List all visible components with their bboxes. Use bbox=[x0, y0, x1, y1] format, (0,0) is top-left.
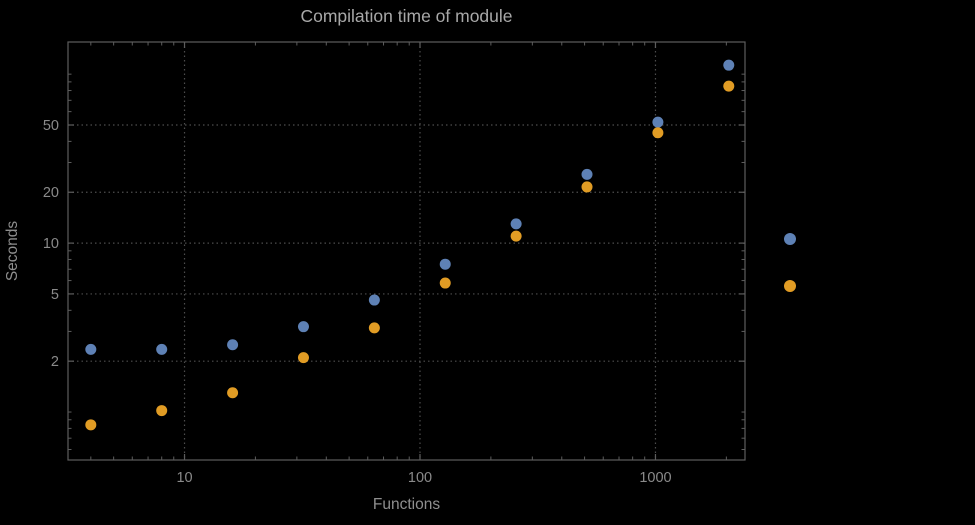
data-point-series-2-x8 bbox=[156, 405, 168, 417]
data-point-series-1-x32 bbox=[297, 321, 309, 333]
data-point-series-1-x256 bbox=[510, 218, 522, 230]
chart-title: Compilation time of module bbox=[300, 6, 513, 26]
x-tick-label-1000: 1000 bbox=[639, 470, 671, 486]
x-tick-label-100: 100 bbox=[408, 470, 432, 486]
legend-marker-series-2 bbox=[784, 280, 796, 292]
data-point-series-1-x2048 bbox=[723, 59, 735, 71]
data-point-series-2-x32 bbox=[297, 352, 309, 364]
data-point-series-1-x512 bbox=[581, 168, 593, 180]
data-point-series-1-x64 bbox=[368, 294, 380, 306]
y-tick-label-2: 2 bbox=[51, 354, 59, 370]
data-point-series-1-x16 bbox=[227, 339, 239, 351]
data-point-series-2-x64 bbox=[368, 322, 380, 334]
data-point-series-2-x1024 bbox=[652, 127, 664, 139]
y-tick-label-5: 5 bbox=[51, 287, 59, 303]
data-point-series-1-x8 bbox=[156, 343, 168, 355]
x-tick-label-10: 10 bbox=[176, 470, 192, 486]
plot-frame bbox=[67, 41, 746, 461]
x-axis-label: Functions bbox=[372, 496, 441, 513]
y-tick-label-20: 20 bbox=[43, 185, 59, 201]
data-point-series-2-x512 bbox=[581, 181, 593, 193]
y-tick-label-10: 10 bbox=[43, 236, 59, 252]
data-point-series-1-x128 bbox=[439, 258, 451, 270]
data-point-series-1-x4 bbox=[85, 343, 97, 355]
data-point-series-2-x4 bbox=[85, 419, 97, 431]
y-axis-label: Seconds bbox=[4, 220, 21, 282]
data-point-series-2-x2048 bbox=[723, 80, 735, 92]
data-point-series-2-x128 bbox=[439, 277, 451, 289]
data-point-series-1-x1024 bbox=[652, 116, 664, 128]
legend-marker-series-1 bbox=[784, 233, 796, 245]
data-point-series-2-x16 bbox=[227, 387, 239, 399]
y-tick-label-50: 50 bbox=[43, 118, 59, 134]
data-point-series-2-x256 bbox=[510, 230, 522, 242]
